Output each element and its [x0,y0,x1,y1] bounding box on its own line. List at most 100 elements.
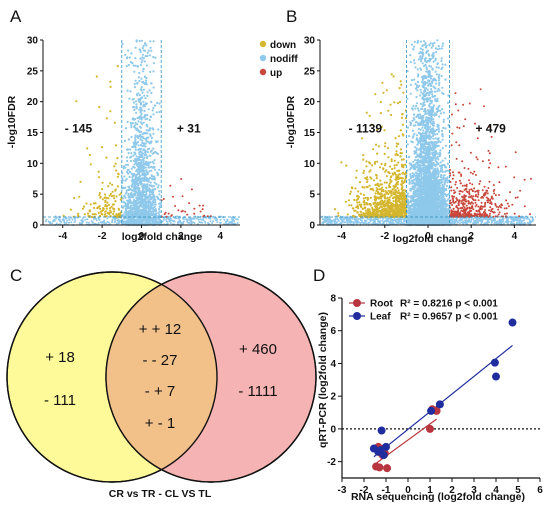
volcano-point [158,222,161,225]
volcano-point [152,40,155,43]
volcano-point [125,192,128,195]
volcano-point [136,184,140,187]
volcano-point [425,66,428,69]
volcano-point [407,212,410,215]
legend-label-nodiff: nodiff [270,54,298,65]
volcano-point [128,171,131,174]
volcano-point [412,190,415,194]
volcano-point [444,127,447,130]
volcano-point [98,192,101,195]
volcano-point [198,204,201,207]
volcano-point [445,184,448,188]
volcano-point [136,198,139,201]
volcano-point [136,127,139,130]
volcano-point [138,195,141,198]
volcano-point [145,176,148,180]
volcano-point [122,187,126,190]
volcano-point [417,75,420,78]
volcano-point [419,149,422,153]
volcano-point [125,213,128,216]
volcano-point [137,209,140,212]
volcano-point [170,214,173,217]
volcano-point [139,197,142,200]
volcano-point [427,126,431,129]
volcano-point [428,105,431,108]
volcano-point [101,181,104,184]
volcano-point [127,219,130,222]
volcano-point [432,56,435,59]
legend-marker-down [259,40,267,48]
volcano-point [439,175,442,178]
volcano-point [184,210,187,213]
volcano-point [147,49,150,52]
volcano-point [133,194,136,197]
volcano-point [153,198,156,202]
volcano-point [86,212,90,215]
volcano-point [196,217,199,220]
volcano-point [149,150,152,153]
volcano-point [109,85,112,88]
volcano-point [131,122,134,125]
volcano-point [150,174,153,177]
volcano-point [137,171,140,174]
volcano-point [418,84,421,87]
volcano-point [145,44,148,47]
volcano-point [215,219,218,222]
volcano-point [127,152,130,155]
y-tick-label: 30 [27,36,39,47]
volcano-point [142,207,145,210]
volcano-point [409,92,412,95]
volcano-point [155,212,158,215]
volcano-point [138,170,142,173]
volcano-point [150,82,153,85]
volcano-point [148,212,151,215]
volcano-point [229,220,232,223]
volcano-point [148,221,151,224]
volcano-point [135,39,138,42]
volcano-point [146,114,149,117]
volcano-point [81,207,84,210]
volcano-point [127,138,130,141]
volcano-point [152,70,155,73]
volcano-point [413,152,416,155]
volcano-point [134,174,137,177]
volcano-point [145,83,148,86]
volcano-point [406,126,410,129]
volcano-point [144,153,147,156]
volcano-point [189,217,192,220]
volcano-point [413,132,416,135]
volcano-point [124,179,127,182]
volcano-point [135,155,138,158]
legend-marker-up [259,68,267,76]
volcano-point [112,203,115,206]
volcano-point [149,46,152,49]
volcano-point [134,126,137,129]
volcano-point [164,211,167,214]
volcano-point [140,112,143,115]
volcano-point [145,64,148,67]
volcano-point [201,221,204,224]
volcano-point [142,218,145,221]
volcano-point [133,210,136,213]
volcano-point [413,40,416,44]
legend-marker-nodiff [259,54,267,62]
volcano-point [411,108,414,111]
volcano-point [83,213,86,216]
volcano-point [434,94,437,97]
volcano-point [138,115,141,118]
volcano-point [149,206,152,209]
volcano-point [416,107,420,110]
volcano-point [435,50,438,54]
volcano-point [186,213,189,216]
volcano-point [158,202,162,205]
volcano-point [423,104,426,107]
volcano-point [415,95,418,99]
volcano-point [142,145,145,148]
volcano-point [111,195,114,198]
volcano-point [139,103,143,106]
volcano-point [140,194,143,197]
volcano-point [106,201,109,204]
volcano-point [150,100,153,104]
volcano-point [440,57,443,60]
